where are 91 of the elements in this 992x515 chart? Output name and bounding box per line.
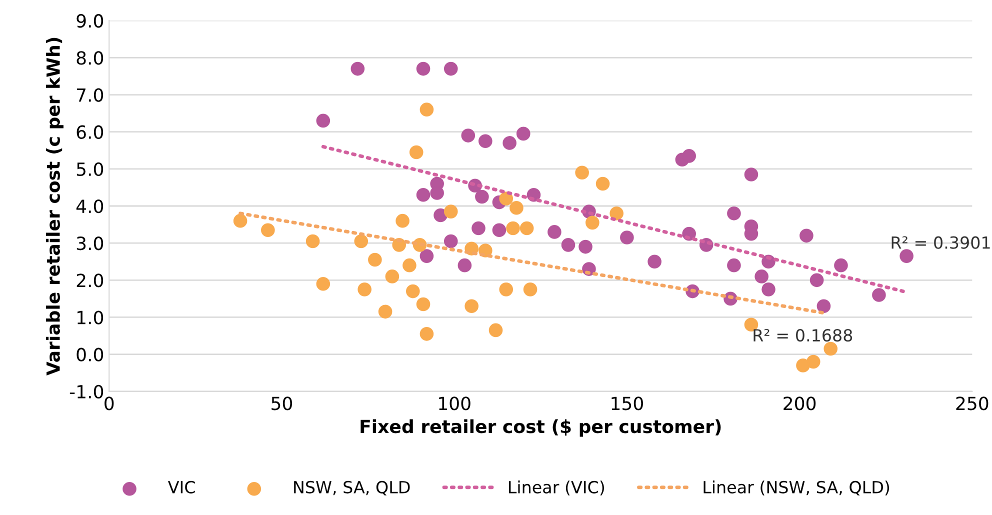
point [409, 145, 424, 160]
legend-label: VIC [168, 480, 195, 494]
point [444, 62, 458, 76]
point [648, 254, 662, 269]
point [402, 258, 416, 272]
point [727, 206, 741, 220]
point [754, 270, 768, 284]
x-tick-label: 200 [784, 396, 816, 410]
legend-label: NSW, SA, QLD [294, 480, 410, 496]
point [434, 208, 448, 222]
point [464, 299, 479, 314]
point [834, 258, 848, 272]
point [406, 284, 420, 298]
point [316, 276, 330, 291]
point [810, 273, 824, 288]
x-tick-label: 250 [956, 396, 988, 410]
point [796, 358, 810, 372]
point [510, 200, 524, 215]
y-tick-label: -1.0 [70, 384, 104, 399]
point [800, 228, 814, 243]
point [762, 282, 776, 296]
point [502, 136, 516, 150]
point [499, 192, 514, 206]
y-tick-label: 5.0 [76, 162, 104, 176]
point [561, 238, 576, 252]
point [596, 176, 610, 191]
point [420, 249, 434, 263]
point [396, 214, 410, 228]
y-tick-label: 7.0 [77, 88, 104, 102]
point [499, 282, 514, 296]
legend-label: Linear (VIC) [509, 480, 604, 496]
point [444, 234, 458, 248]
x-tick-label: 150 [612, 396, 643, 410]
y-tick-label: 0.0 [76, 348, 104, 362]
y-tick-label: 6.0 [76, 125, 104, 139]
point [488, 323, 503, 338]
point [316, 114, 330, 128]
point [586, 216, 600, 230]
point [900, 249, 914, 263]
annotation: R² = 0.3901 [892, 236, 990, 249]
point [492, 223, 506, 238]
point [806, 354, 820, 369]
point [872, 288, 886, 302]
x-tick-label: 100 [439, 396, 470, 410]
point [520, 221, 534, 236]
point [523, 282, 538, 296]
point [358, 282, 372, 296]
point [610, 206, 624, 220]
annotation: R² = 0.1688 [754, 328, 852, 342]
point [233, 214, 248, 228]
point [306, 234, 320, 248]
point [620, 230, 634, 244]
x-tick-label: 0 [104, 396, 114, 410]
y-tick-label: 1.0 [78, 310, 104, 324]
point [516, 126, 530, 141]
point [354, 234, 368, 248]
point [475, 190, 489, 204]
point [682, 149, 696, 163]
point [744, 168, 758, 182]
point [261, 223, 275, 238]
y-tick-label: 9.0 [76, 14, 104, 28]
y-tick-label: 4.0 [76, 199, 104, 214]
legend-label: Linear (NSW, SA, QLD) [704, 480, 890, 496]
point [824, 342, 838, 356]
point [420, 102, 434, 116]
point [575, 166, 589, 180]
point [461, 128, 476, 142]
y-tick-label: 3.0 [76, 236, 104, 250]
point [478, 134, 492, 148]
point [472, 221, 486, 236]
y-axis-title: Variable retailer cost (c per kWh) [46, 38, 64, 376]
x-tick-label: 50 [272, 396, 292, 410]
point [416, 297, 430, 312]
point [458, 258, 472, 272]
point [727, 258, 741, 272]
point [420, 327, 434, 341]
point [506, 221, 520, 236]
y-tick-label: 8.0 [76, 51, 104, 65]
y-tick-label: 2.0 [76, 274, 104, 288]
point [368, 252, 382, 267]
point [350, 62, 365, 76]
point [548, 225, 562, 239]
point [430, 186, 444, 200]
point [444, 204, 458, 218]
point [416, 62, 430, 76]
point [416, 188, 430, 202]
point [578, 240, 592, 254]
x-axis-title: Fixed retailer cost ($ per customer) [360, 419, 721, 437]
point [816, 299, 831, 314]
point [378, 304, 392, 319]
point [385, 270, 400, 284]
